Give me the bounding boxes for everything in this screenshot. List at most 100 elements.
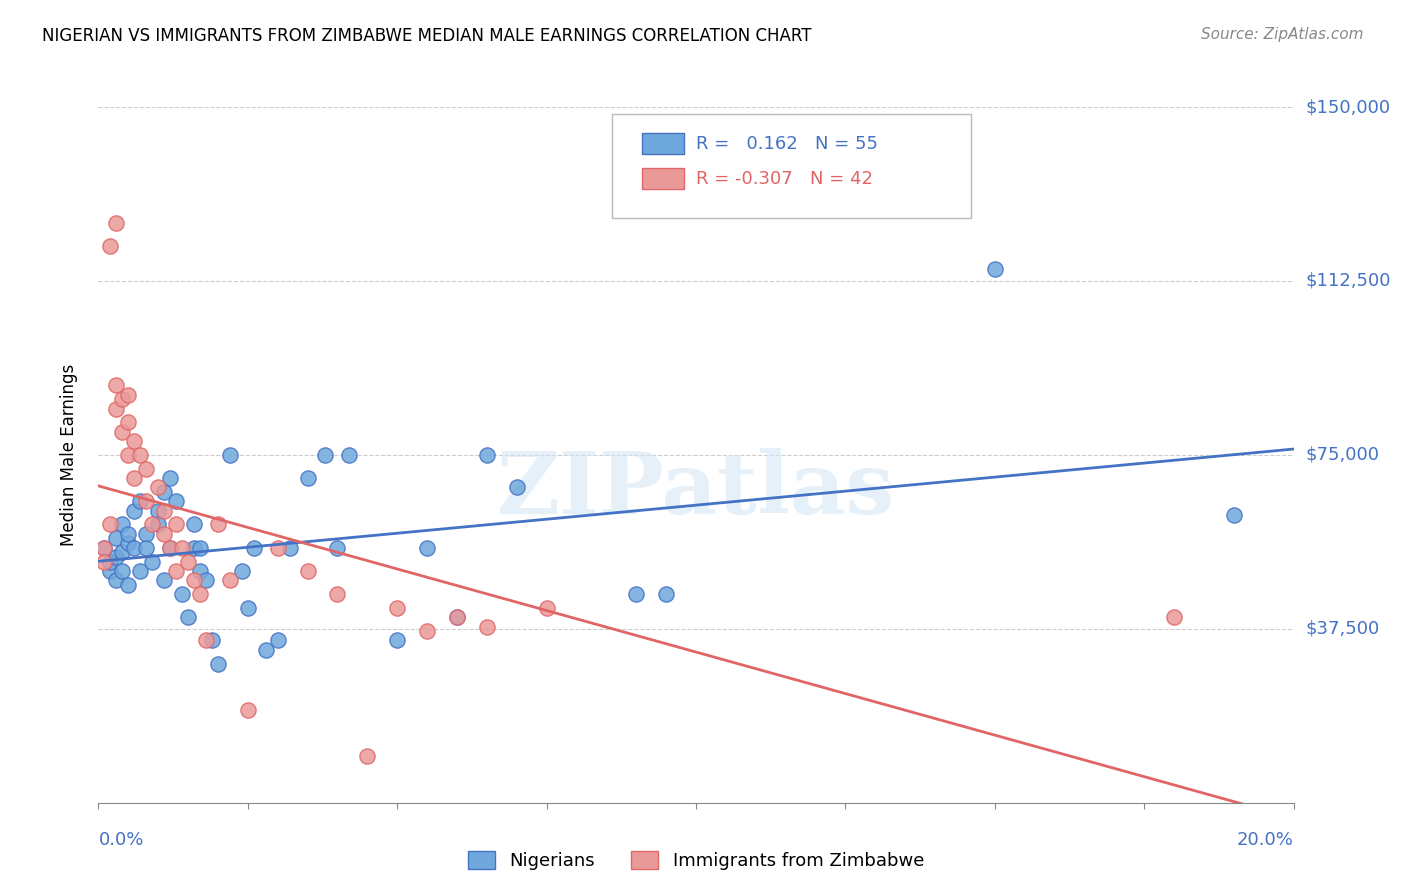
Point — [148, 480, 170, 494]
Point — [124, 503, 146, 517]
Point — [446, 610, 468, 624]
Point — [105, 216, 128, 230]
Point — [183, 573, 205, 587]
Point — [201, 633, 224, 648]
Point — [188, 587, 211, 601]
Point — [148, 517, 170, 532]
Point — [148, 503, 170, 517]
Text: $75,000: $75,000 — [1305, 446, 1379, 464]
Point — [385, 633, 409, 648]
Point — [207, 657, 229, 671]
Point — [165, 517, 187, 532]
FancyBboxPatch shape — [612, 114, 970, 219]
Point — [267, 633, 290, 648]
Point — [98, 564, 122, 578]
Point — [236, 703, 259, 717]
Point — [117, 448, 139, 462]
Point — [475, 619, 498, 633]
Point — [188, 541, 211, 555]
Point — [356, 749, 378, 764]
Point — [135, 526, 157, 541]
Point — [141, 517, 163, 532]
Text: $112,500: $112,500 — [1305, 272, 1391, 290]
Point — [194, 573, 218, 587]
Point — [165, 494, 187, 508]
Point — [153, 526, 176, 541]
Point — [194, 633, 218, 648]
Point — [105, 549, 128, 564]
Point — [111, 564, 134, 578]
Point — [326, 587, 349, 601]
Point — [141, 555, 163, 569]
Point — [117, 526, 139, 541]
Point — [183, 517, 205, 532]
Point — [124, 434, 146, 448]
Point — [111, 392, 134, 407]
Point — [219, 448, 242, 462]
Point — [416, 624, 439, 639]
Point — [124, 471, 146, 485]
Point — [339, 448, 360, 462]
Point — [105, 401, 128, 416]
Point — [446, 610, 468, 624]
Point — [219, 573, 242, 587]
Point — [326, 541, 349, 555]
Point — [93, 541, 115, 555]
Point — [153, 573, 176, 587]
Text: $150,000: $150,000 — [1305, 98, 1391, 116]
Point — [416, 541, 439, 555]
Text: $37,500: $37,500 — [1305, 620, 1379, 638]
Point — [188, 564, 211, 578]
Point — [159, 541, 181, 555]
Point — [475, 448, 498, 462]
Point — [655, 587, 678, 601]
Point — [315, 448, 337, 462]
Point — [231, 564, 253, 578]
Point — [98, 517, 122, 532]
Point — [93, 555, 115, 569]
Point — [278, 541, 301, 555]
Y-axis label: Median Male Earnings: Median Male Earnings — [59, 364, 77, 546]
Text: ZIPatlas: ZIPatlas — [496, 448, 896, 532]
Point — [117, 536, 139, 550]
Point — [129, 448, 152, 462]
Text: R =   0.162   N = 55: R = 0.162 N = 55 — [696, 135, 877, 153]
Point — [254, 642, 277, 657]
Point — [172, 587, 194, 601]
Point — [98, 239, 122, 253]
Point — [165, 564, 187, 578]
Bar — [643, 134, 683, 154]
Point — [385, 601, 409, 615]
Point — [297, 564, 319, 578]
Point — [207, 517, 229, 532]
Point — [135, 494, 157, 508]
Point — [297, 471, 319, 485]
Point — [117, 387, 139, 401]
Point — [983, 262, 1005, 277]
Point — [105, 573, 128, 587]
Point — [183, 541, 205, 555]
Point — [153, 485, 176, 500]
Point — [117, 578, 139, 592]
Legend: Nigerians, Immigrants from Zimbabwe: Nigerians, Immigrants from Zimbabwe — [461, 844, 931, 877]
Point — [177, 610, 200, 624]
Point — [153, 503, 176, 517]
Point — [124, 541, 146, 555]
Text: NIGERIAN VS IMMIGRANTS FROM ZIMBABWE MEDIAN MALE EARNINGS CORRELATION CHART: NIGERIAN VS IMMIGRANTS FROM ZIMBABWE MED… — [42, 27, 811, 45]
Point — [135, 541, 157, 555]
Point — [159, 471, 181, 485]
Point — [1223, 508, 1246, 523]
Point — [267, 541, 290, 555]
Point — [135, 462, 157, 476]
Point — [105, 532, 128, 546]
Point — [93, 541, 115, 555]
Point — [111, 425, 134, 439]
Text: 20.0%: 20.0% — [1237, 830, 1294, 848]
Point — [105, 378, 128, 392]
Point — [624, 587, 647, 601]
Point — [236, 601, 259, 615]
Point — [111, 545, 134, 559]
Point — [111, 517, 134, 532]
Point — [1163, 610, 1185, 624]
Point — [159, 541, 181, 555]
